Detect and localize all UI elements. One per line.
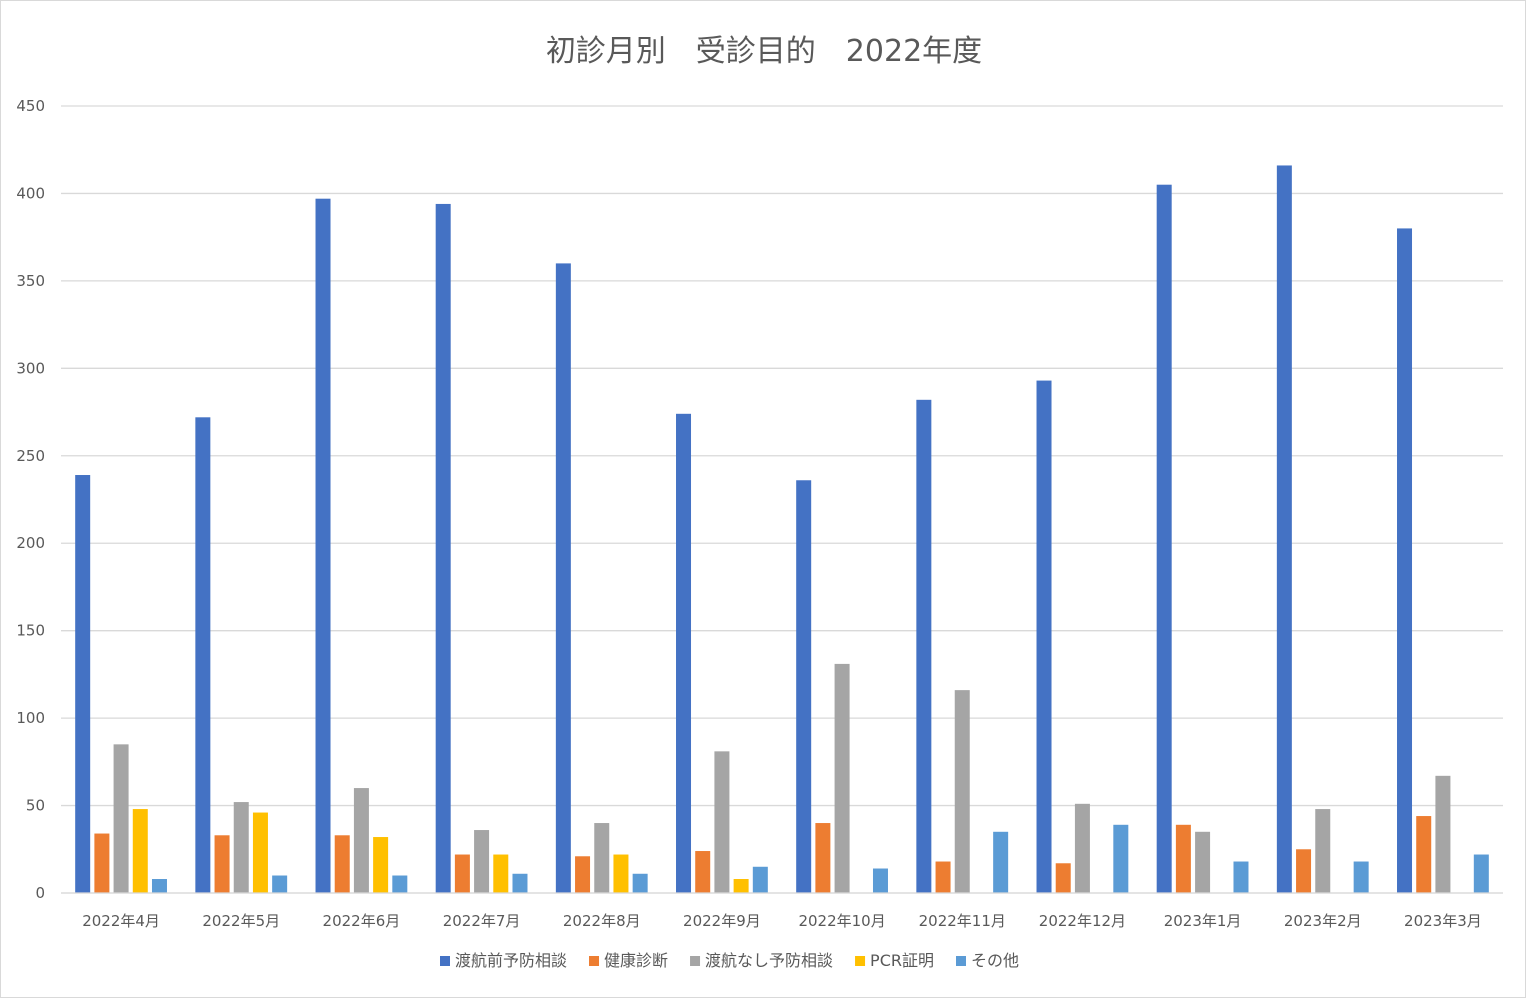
bar <box>1074 803 1090 893</box>
bar <box>315 198 331 894</box>
legend-swatch <box>956 956 966 966</box>
bar <box>214 835 230 893</box>
bar <box>1473 854 1489 893</box>
bar <box>935 861 951 893</box>
bar <box>454 854 470 893</box>
x-tick-label: 2022年7月 <box>443 912 521 930</box>
bar <box>132 809 148 893</box>
bar <box>632 873 648 893</box>
legend-swatch <box>440 956 450 966</box>
bar <box>435 203 451 894</box>
bar <box>493 854 509 893</box>
y-tick-label: 350 <box>16 272 45 290</box>
legend-item: PCR証明 <box>855 951 934 970</box>
chart-title: 初診月別 受診目的 2022年度 <box>546 34 982 69</box>
bar <box>1397 228 1413 893</box>
legend-item: 渡航前予防相談 <box>440 951 567 970</box>
bar <box>1416 816 1432 893</box>
bar <box>195 417 211 893</box>
y-tick-label: 50 <box>26 797 45 815</box>
bar <box>512 873 528 893</box>
bar <box>676 413 692 893</box>
bars <box>75 165 1489 894</box>
legend-item: 渡航なし予防相談 <box>690 951 833 970</box>
x-tick-label: 2022年11月 <box>919 912 1006 930</box>
y-axis: 0 50 100 150 200 250 300 350 400 450 <box>16 97 45 902</box>
bar <box>94 833 110 893</box>
x-tick-label: 2022年8月 <box>563 912 641 930</box>
bar <box>1233 861 1249 893</box>
bar <box>272 875 288 893</box>
bar <box>815 823 831 893</box>
bar <box>334 835 350 893</box>
bar <box>233 802 249 893</box>
bar <box>373 837 389 893</box>
bar <box>993 831 1009 893</box>
bar <box>575 856 591 893</box>
legend-item: その他 <box>956 951 1019 970</box>
legend-label: 渡航前予防相談 <box>455 951 567 970</box>
x-tick-label: 2022年9月 <box>683 912 761 930</box>
legend-swatch <box>589 956 600 966</box>
y-tick-label: 300 <box>16 359 45 377</box>
x-axis: 2022年4月 2022年5月 2022年6月 2022年7月 2022年8月 2022年… <box>61 892 1503 930</box>
legend-swatch <box>690 956 701 966</box>
x-tick-label: 2023年2月 <box>1284 912 1362 930</box>
legend-label: PCR証明 <box>870 951 934 970</box>
bar <box>594 823 610 893</box>
x-tick-label: 2022年12月 <box>1039 912 1126 930</box>
bar <box>714 751 730 893</box>
legend-label: その他 <box>971 951 1019 970</box>
bar <box>916 399 932 893</box>
legend-item: 健康診断 <box>589 951 668 970</box>
bar <box>1195 831 1211 893</box>
bar <box>1353 861 1369 893</box>
bar <box>151 879 167 893</box>
y-tick-label: 150 <box>16 622 45 640</box>
x-tick-label: 2022年4月 <box>82 912 160 930</box>
bar <box>1315 809 1331 893</box>
y-tick-label: 450 <box>16 97 45 115</box>
bar <box>474 830 490 893</box>
x-tick-label: 2022年6月 <box>323 912 401 930</box>
y-tick-label: 400 <box>16 184 45 202</box>
bar <box>1055 863 1071 893</box>
bar <box>613 854 629 893</box>
x-tick-label: 2023年3月 <box>1404 912 1482 930</box>
bar <box>113 744 129 893</box>
bar <box>1296 849 1312 893</box>
bar <box>872 868 888 893</box>
y-tick-label: 100 <box>16 709 45 727</box>
bar <box>733 879 749 893</box>
bar <box>1036 380 1052 893</box>
bar <box>353 788 369 893</box>
legend-label: 健康診断 <box>604 951 668 970</box>
legend-swatch <box>855 956 866 966</box>
bar <box>1156 184 1172 893</box>
x-tick-label: 2022年5月 <box>202 912 280 930</box>
gridlines <box>61 105 1503 894</box>
legend-label: 渡航なし予防相談 <box>705 951 833 970</box>
bar <box>252 812 268 893</box>
bar <box>75 475 91 893</box>
bar <box>834 663 850 893</box>
bar <box>796 480 812 893</box>
bar <box>1113 824 1129 893</box>
bar <box>954 690 970 893</box>
bar <box>1175 824 1191 893</box>
bar <box>1435 775 1451 893</box>
y-tick-label: 0 <box>35 884 45 902</box>
bar <box>752 866 768 893</box>
bar <box>392 875 408 893</box>
bar <box>695 851 711 893</box>
x-tick-label: 2023年1月 <box>1164 912 1242 930</box>
legend: 渡航前予防相談 健康診断 渡航なし予防相談 PCR証明 その他 <box>440 951 1019 970</box>
bar <box>555 263 571 893</box>
bar <box>1276 165 1292 893</box>
y-tick-label: 250 <box>16 447 45 465</box>
y-tick-label: 200 <box>16 534 45 552</box>
x-tick-label: 2022年10月 <box>798 912 885 930</box>
